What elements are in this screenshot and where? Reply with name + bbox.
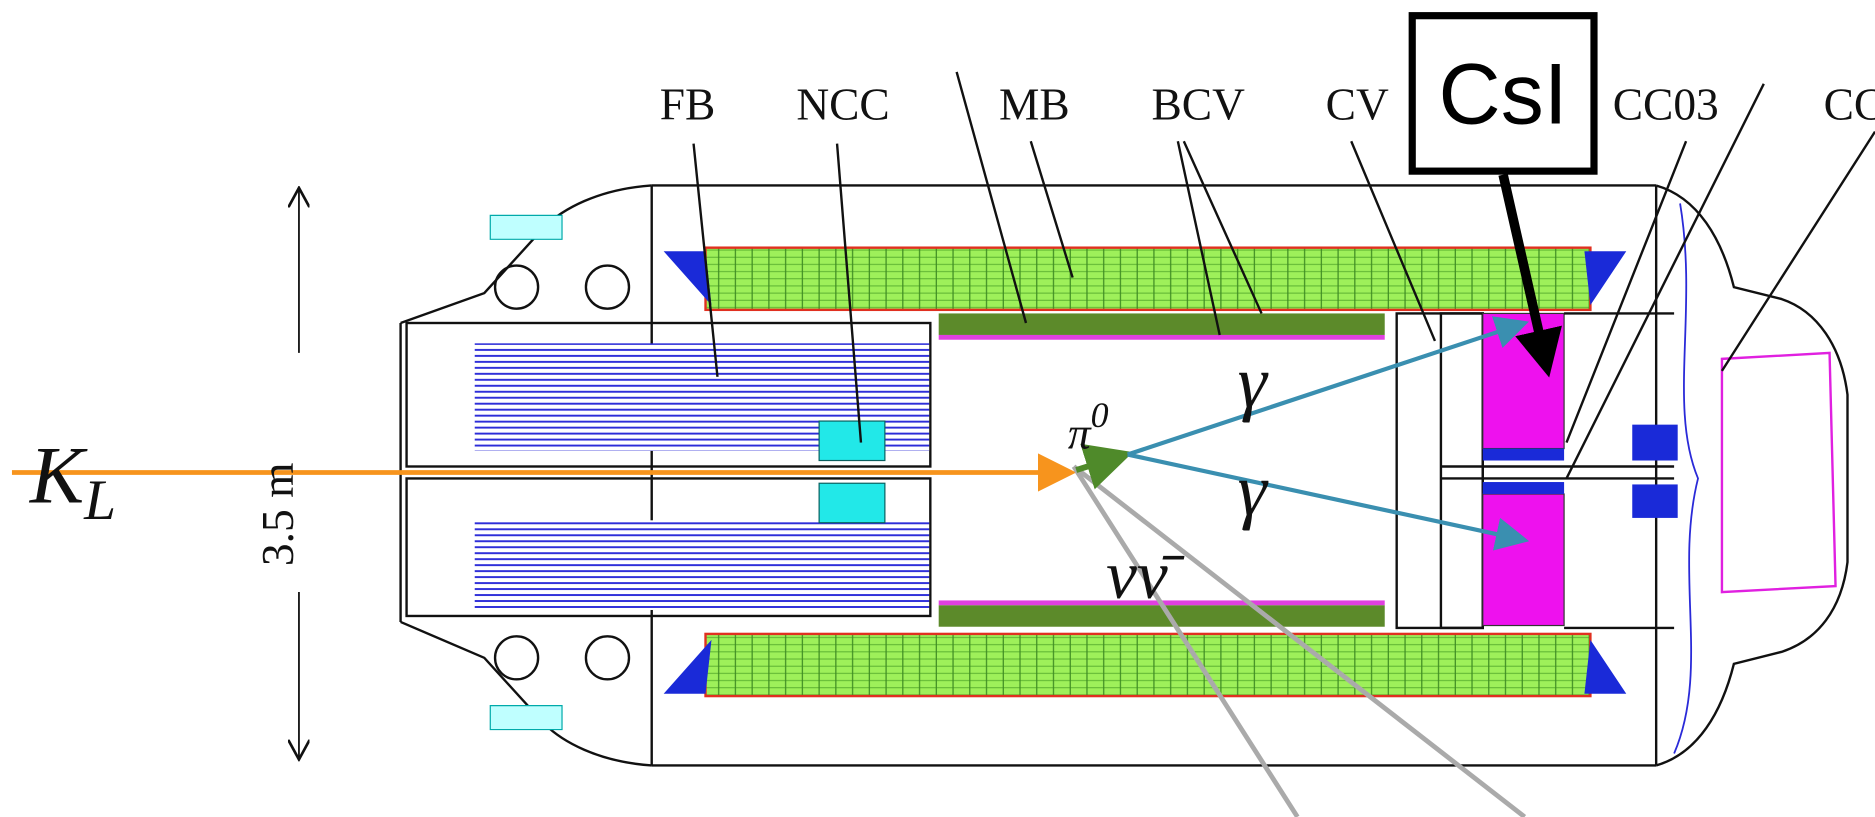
beam-label: KL [29, 430, 116, 532]
beam-subscript: L [83, 469, 116, 532]
pion-superscript: 0 [1091, 395, 1109, 435]
detector-label: CC [1824, 80, 1875, 130]
detector-label: MB [999, 80, 1070, 130]
front-barrel [407, 323, 931, 616]
detector-label: BCV [1151, 80, 1245, 130]
detector-diagram: 3.5 m FB NCC MB BCV CV CC03 CC CsI KL π0… [0, 0, 1875, 817]
photon-label: γ [1238, 342, 1269, 424]
pion-symbol: π [1068, 409, 1092, 459]
pion-label: π0 [1068, 395, 1109, 459]
detector-label: CC03 [1613, 80, 1719, 130]
dimension: 3.5 m [253, 188, 303, 760]
detector-label: CV [1326, 80, 1389, 130]
calorimeter [1397, 313, 1674, 627]
detector-label: FB [660, 80, 716, 130]
photon-label: γ [1238, 449, 1269, 531]
calorimeter-label: CsI [1439, 46, 1568, 142]
beam-symbol: K [29, 430, 88, 520]
detector-label: NCC [796, 80, 889, 130]
page: {"labels": {"detectors": ["FB", "NCC", "… [0, 0, 1875, 817]
dimension-label: 3.5 m [253, 463, 303, 566]
